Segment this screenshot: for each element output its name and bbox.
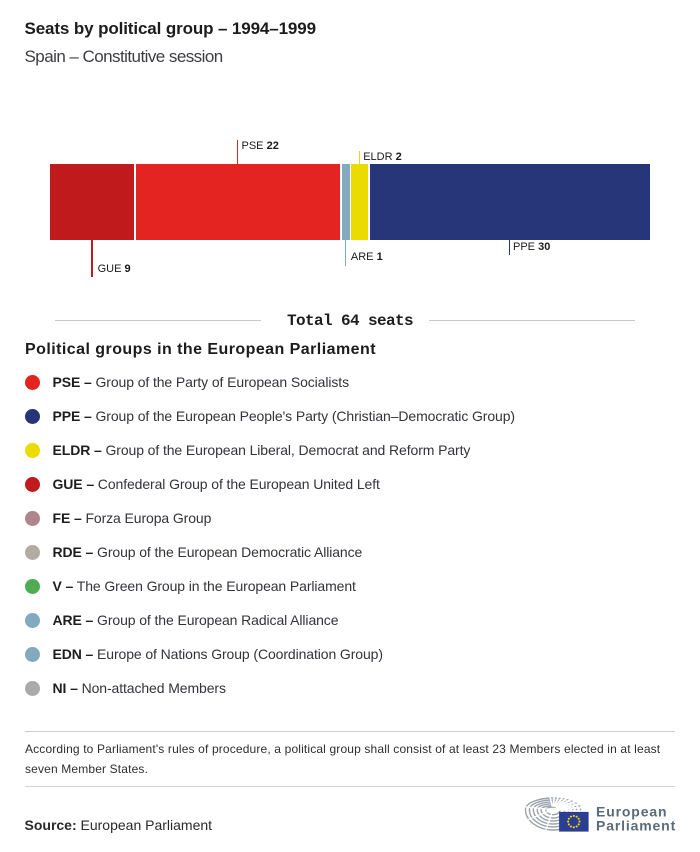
svg-text:European: European	[596, 804, 667, 820]
svg-text:Parliament: Parliament	[596, 818, 676, 834]
